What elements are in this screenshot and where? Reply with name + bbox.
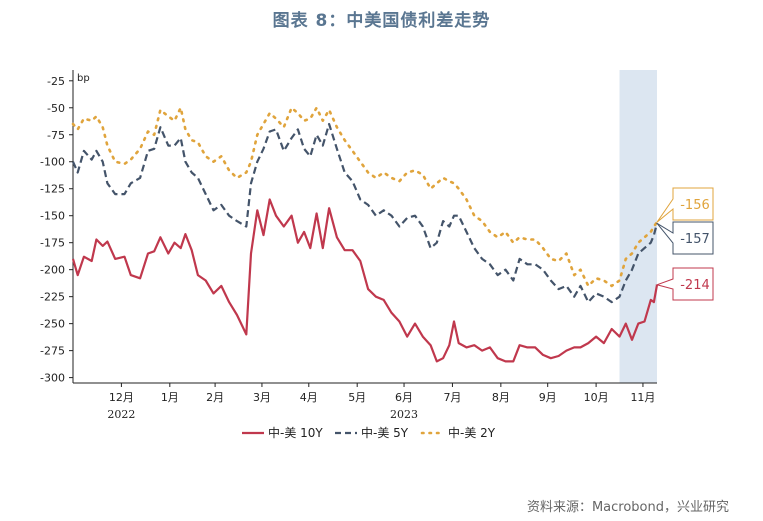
- x-year-label: 2023: [390, 408, 418, 421]
- y-tick-label: -225: [40, 291, 65, 304]
- x-tick-label: 4月: [300, 391, 318, 404]
- chart-title: 图表 8：中美国债利差走势: [272, 11, 491, 31]
- callout-box: [656, 221, 714, 255]
- y-tick-label: -175: [40, 237, 65, 250]
- x-tick-label: 5月: [348, 391, 366, 404]
- callout-box: [655, 267, 714, 301]
- y-unit-label: bp: [77, 73, 90, 84]
- legend-item-solid: 中-美 10Y: [242, 425, 323, 440]
- x-tick-label: 2月: [206, 391, 224, 404]
- x-tick-label: 12月: [109, 391, 134, 404]
- callout-solid: -214: [655, 267, 714, 301]
- series-layer: [71, 106, 659, 363]
- x-tick-label: 9月: [539, 391, 557, 404]
- callout-value: -156: [680, 198, 710, 213]
- legend-item-dashed: 中-美 5Y: [335, 425, 409, 440]
- callout-value: -157: [680, 232, 710, 247]
- x-year-label: 2022: [107, 408, 135, 421]
- shaded-period: [619, 70, 657, 383]
- shaded-period-layer: [619, 70, 657, 383]
- x-tick-label: 6月: [395, 391, 413, 404]
- y-tick-label: -25: [47, 75, 65, 88]
- legend-item-dotted: 中-美 2Y: [420, 425, 496, 440]
- series-line-solid: [71, 198, 659, 363]
- y-tick-label: -275: [40, 345, 65, 358]
- x-tick-label: 1月: [161, 391, 179, 404]
- y-tick-label: -100: [40, 156, 65, 169]
- y-tick-label: -150: [40, 210, 65, 223]
- callout-dashed: -157: [656, 221, 714, 255]
- y-tick-label: -50: [47, 102, 65, 115]
- x-tick-label: 7月: [443, 391, 461, 404]
- callout-box: [656, 187, 714, 223]
- callout-value: -214: [680, 278, 710, 293]
- y-tick-label: -250: [40, 318, 65, 331]
- y-tick-label: -75: [47, 129, 65, 142]
- x-tick-label: 3月: [253, 391, 271, 404]
- y-tick-label: -200: [40, 264, 65, 277]
- series-line-dashed: [71, 122, 659, 304]
- legend-label: 中-美 5Y: [361, 425, 409, 440]
- x-tick-label: 10月: [584, 391, 609, 404]
- x-tick-label: 8月: [492, 391, 510, 404]
- callout-dotted: -156: [656, 187, 714, 223]
- source-note: 资料来源：Macrobond，兴业研究: [526, 500, 729, 515]
- y-tick-label: -300: [40, 372, 65, 385]
- axes: bp -25 -50 -75 -100 -125 -150 -175 -200 -225 -250 -…: [40, 70, 657, 421]
- series-line-dotted: [71, 106, 659, 288]
- y-tick-label: -125: [40, 183, 65, 196]
- x-tick-label: 11月: [630, 391, 655, 404]
- end-value-callouts: -156 -157 -214: [655, 187, 714, 301]
- legend-label: 中-美 2Y: [448, 425, 496, 440]
- legend-label: 中-美 10Y: [268, 425, 323, 440]
- legend: 中-美 10Y 中-美 5Y 中-美 2Y: [242, 425, 496, 440]
